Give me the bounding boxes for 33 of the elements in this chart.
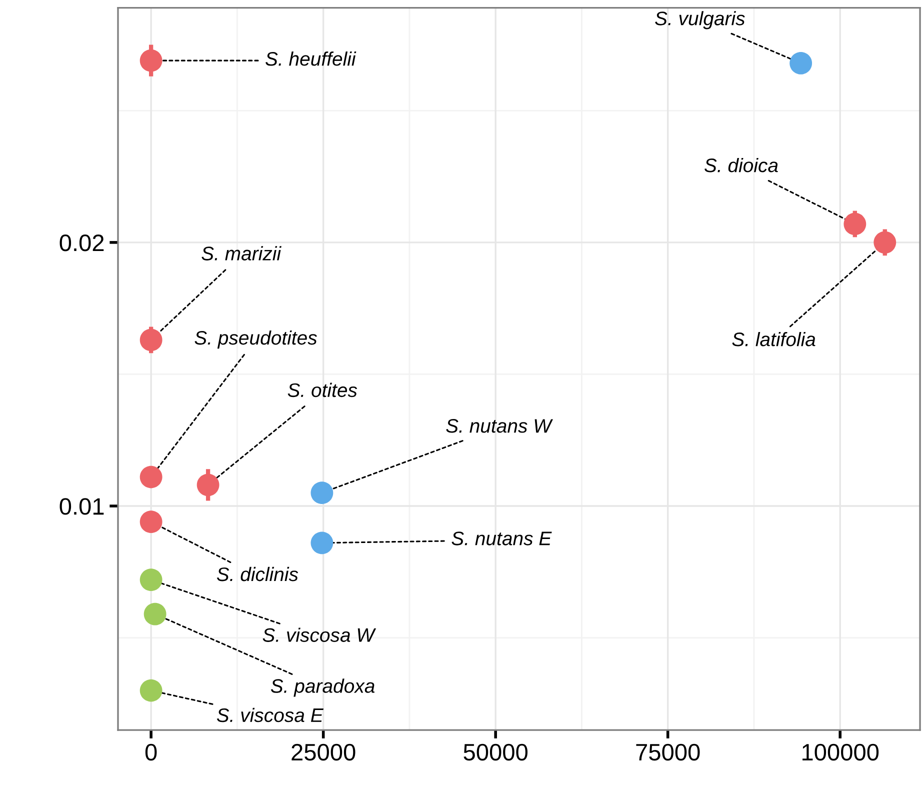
annotation: S. diclinis: [216, 566, 298, 582]
annotation: S. marizii: [202, 246, 282, 260]
x-tick-label: 75000: [636, 744, 700, 761]
point: [790, 52, 812, 74]
annotation: S. nutans W: [446, 419, 553, 433]
point: [140, 510, 162, 534]
annotation: S. heuffelii: [266, 52, 356, 66]
annotation: S. otites: [288, 382, 358, 398]
point: [310, 482, 334, 504]
annotation: S. dioica: [704, 158, 778, 172]
annotation: S. viscosa W: [262, 628, 376, 642]
point: [140, 49, 162, 72]
x-tick-label: 25000: [292, 744, 356, 761]
point: [140, 568, 162, 592]
x-tick-label: 100000: [802, 744, 879, 761]
y-tick-label: 0.01: [60, 498, 104, 515]
point: [144, 602, 166, 626]
annotation: S. paradoxa: [270, 678, 375, 697]
point: [844, 212, 866, 236]
annotation: S. nutans E: [452, 532, 552, 546]
annotation: S. pseudotites: [194, 330, 317, 349]
point: [310, 532, 334, 554]
annotation: S. viscosa E: [216, 708, 324, 722]
x-tick-label: 0: [145, 744, 157, 761]
point: [874, 231, 896, 254]
point: [140, 679, 162, 702]
point: [140, 328, 162, 352]
point: [140, 466, 162, 488]
x-tick-label: 50000: [464, 744, 528, 761]
y-tick-label: 0.02: [60, 234, 104, 252]
point: [196, 474, 220, 496]
annotation: S. latifolia: [732, 332, 816, 346]
annotation: S. vulgaris: [655, 11, 745, 30]
